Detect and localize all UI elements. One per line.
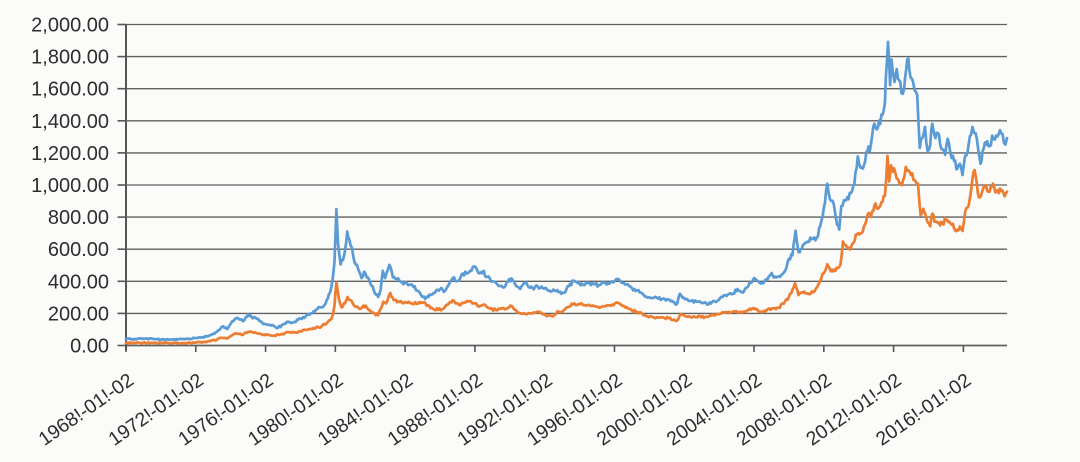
y-tick-label: 200.00: [48, 303, 109, 325]
y-tick-label: 400.00: [48, 271, 109, 293]
y-tick-label: 1,000.00: [31, 175, 109, 197]
y-tick-label: 800.00: [48, 207, 109, 229]
y-tick-label: 1,200.00: [31, 143, 109, 165]
orange-series-line: [124, 154, 1009, 346]
y-tick-label: 1,400.00: [31, 111, 109, 133]
y-tick-label: 1,600.00: [31, 79, 109, 101]
blue-series-line: [124, 40, 1009, 342]
y-tick-label: 600.00: [48, 239, 109, 261]
y-tick-label: 0.00: [70, 336, 109, 358]
y-tick-label: 2,000.00: [31, 15, 109, 37]
y-tick-label: 1,800.00: [31, 47, 109, 69]
